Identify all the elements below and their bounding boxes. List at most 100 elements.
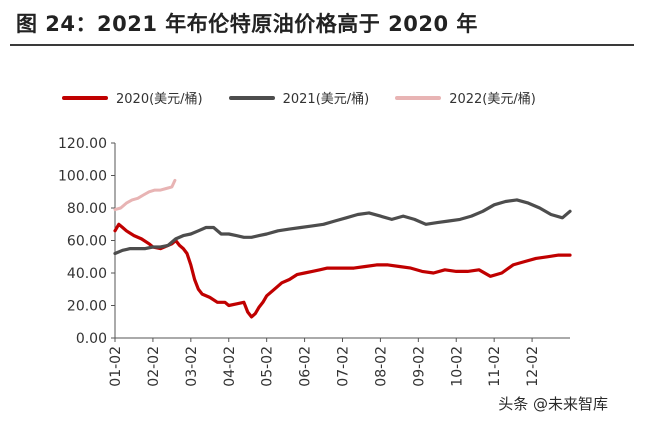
- legend-label-2021: 2021(美元/桶): [282, 92, 370, 107]
- data-point: [288, 278, 291, 281]
- series-line-0: [113, 222, 572, 319]
- x-tick-label: 06-02: [298, 346, 314, 387]
- data-point: [144, 247, 147, 250]
- data-point: [212, 226, 215, 229]
- data-point: [500, 272, 503, 274]
- data-point: [569, 254, 571, 257]
- data-point: [504, 200, 507, 203]
- data-point: [277, 229, 279, 232]
- data-point: [470, 215, 473, 218]
- y-tick-label: 60.00: [67, 234, 107, 250]
- data-point: [167, 244, 169, 247]
- data-point: [421, 270, 424, 273]
- data-point: [165, 187, 168, 190]
- x-tick-label: 08-02: [373, 346, 389, 387]
- data-point: [208, 296, 211, 299]
- data-point: [159, 189, 162, 192]
- data-point: [201, 293, 204, 296]
- data-point: [148, 190, 151, 193]
- data-point: [341, 267, 344, 270]
- data-point: [189, 233, 192, 235]
- data-point: [436, 221, 439, 224]
- x-tick-label: 07-02: [336, 346, 352, 387]
- legend-item-2021: 2021(美元/桶): [228, 88, 370, 107]
- data-point: [280, 281, 283, 284]
- data-point: [326, 267, 329, 270]
- y-tick-label: 120.00: [58, 136, 107, 152]
- title-divider: [10, 44, 634, 46]
- legend-item-2020: 2020(美元/桶): [62, 88, 203, 107]
- data-point: [125, 202, 128, 205]
- data-point: [243, 301, 245, 304]
- data-point: [133, 234, 135, 237]
- data-point: [402, 215, 405, 218]
- data-point: [121, 226, 124, 229]
- data-point: [466, 270, 469, 273]
- data-point: [174, 237, 177, 240]
- data-point: [114, 252, 116, 255]
- data-point: [368, 211, 370, 214]
- data-point: [534, 257, 537, 260]
- data-point: [375, 263, 378, 266]
- series-line-1: [113, 198, 572, 256]
- data-point: [159, 246, 162, 248]
- y-tick-label: 80.00: [67, 201, 107, 217]
- data-point: [119, 207, 122, 209]
- data-point: [170, 185, 173, 188]
- x-tick-label: 09-02: [411, 346, 427, 387]
- data-point: [345, 216, 348, 219]
- data-point: [303, 272, 306, 274]
- chart-legend: 2020(美元/桶) 2021(美元/桶) 2022(美元/桶): [62, 88, 562, 107]
- data-point: [182, 247, 185, 250]
- data-point: [136, 247, 139, 250]
- legend-label-2022: 2022(美元/桶): [449, 92, 536, 107]
- data-point: [121, 249, 124, 252]
- data-point: [131, 198, 133, 201]
- data-point: [273, 288, 276, 291]
- data-point: [516, 198, 518, 201]
- data-point: [174, 179, 176, 182]
- data-point: [334, 220, 336, 222]
- data-point: [246, 311, 249, 313]
- data-point: [114, 208, 116, 211]
- page-title: 图 24：2021 年布伦特原油价格高于 2020 年: [16, 12, 478, 36]
- data-point: [216, 301, 219, 304]
- watermark: 头条 @未来智库: [498, 395, 608, 413]
- x-tick-label: 04-02: [222, 346, 238, 387]
- data-point: [493, 203, 496, 206]
- x-tick-label: 05-02: [260, 346, 276, 387]
- data-point: [478, 268, 480, 271]
- x-tick-label: 10-02: [449, 346, 465, 387]
- data-point: [443, 268, 446, 271]
- data-point: [197, 288, 200, 291]
- data-point: [227, 233, 230, 235]
- data-point: [409, 267, 412, 270]
- data-point: [136, 197, 139, 200]
- data-point: [129, 247, 132, 250]
- data-point: [288, 228, 291, 231]
- x-tick-label: 11-02: [487, 346, 503, 387]
- legend-item-2022: 2022(美元/桶): [395, 88, 536, 107]
- data-point: [455, 270, 458, 273]
- data-point: [432, 272, 435, 274]
- data-point: [152, 246, 154, 248]
- data-point: [546, 255, 549, 258]
- data-point: [356, 213, 359, 216]
- data-point: [114, 229, 116, 232]
- data-point: [140, 237, 143, 240]
- data-point: [250, 315, 253, 318]
- data-point: [148, 242, 151, 245]
- data-point: [235, 234, 238, 237]
- data-point: [258, 306, 260, 309]
- data-point: [153, 189, 156, 192]
- data-point: [512, 263, 515, 266]
- data-point: [527, 202, 530, 205]
- data-point: [352, 267, 355, 270]
- data-point: [387, 263, 389, 266]
- data-point: [425, 223, 427, 226]
- x-tick-label: 03-02: [184, 346, 200, 387]
- data-point: [379, 215, 382, 218]
- data-point: [227, 304, 230, 307]
- data-point: [481, 210, 484, 213]
- data-point: [523, 260, 526, 263]
